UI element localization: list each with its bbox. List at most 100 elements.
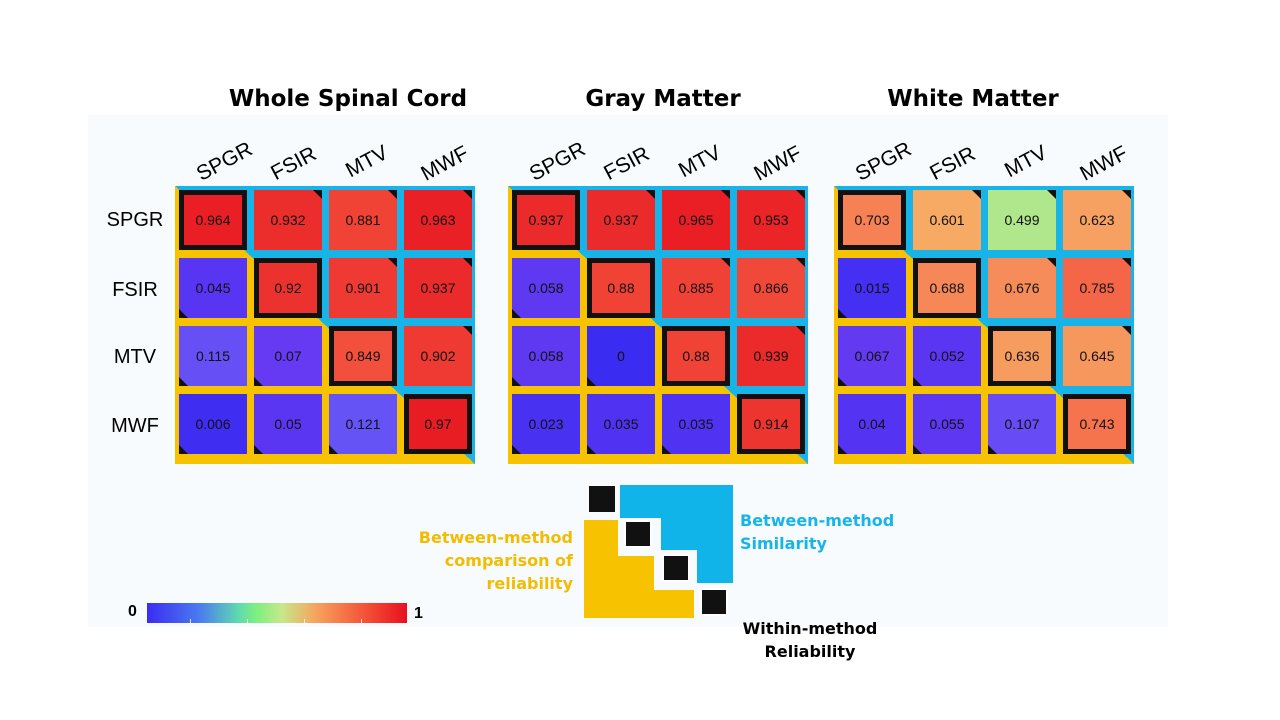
row-label: MWF [111, 415, 159, 437]
cell-corner-mark [512, 445, 521, 454]
cell-value: 0.743 [1079, 416, 1115, 432]
cell-corner-mark [179, 309, 188, 318]
cell-value: 0.932 [270, 212, 306, 228]
cell-value: 0.703 [854, 212, 890, 228]
cell-corner-mark [1122, 190, 1131, 199]
matrix-cell: 0.963 [404, 190, 472, 250]
cell-corner-mark [662, 445, 671, 454]
diagonal-cell: 0.849 [329, 326, 397, 386]
matrix-cell: 0.05 [254, 394, 322, 454]
cell-value: 0.058 [528, 348, 564, 364]
cell-value: 0.645 [1079, 348, 1115, 364]
matrix-cell: 0.058 [512, 326, 580, 386]
diagonal-cell: 0.703 [838, 190, 906, 250]
matrix-cell: 0.067 [838, 326, 906, 386]
colorbar-max-label: 1 [414, 605, 423, 622]
cell-corner-mark [796, 190, 805, 199]
cell-corner-mark [1047, 258, 1056, 267]
legend-between-similarity: Between-method Similarity [740, 511, 895, 553]
matrix-cell: 0.055 [913, 394, 981, 454]
cell-value: 0.676 [1004, 280, 1040, 296]
cell-corner-mark [254, 377, 263, 386]
diagonal-cell: 0.88 [662, 326, 730, 386]
cell-value: 0.937 [603, 212, 639, 228]
cell-value: 0.601 [929, 212, 965, 228]
matrix-cell: 0.015 [838, 258, 906, 318]
matrix-cell: 0.932 [254, 190, 322, 250]
cell-value: 0.015 [854, 280, 890, 296]
colorbar-min-label: 0 [128, 603, 137, 620]
cell-corner-mark [838, 377, 847, 386]
cell-corner-mark [913, 445, 922, 454]
colorbar-tick [247, 619, 248, 623]
matrix-cell: 0.676 [988, 258, 1056, 318]
matrix-cell: 0.881 [329, 190, 397, 250]
matrix-cell: 0.499 [988, 190, 1056, 250]
cell-value: 0.885 [678, 280, 714, 296]
colorbar-tick [361, 619, 362, 623]
cell-corner-mark [512, 377, 521, 386]
cell-corner-mark [1122, 258, 1131, 267]
cell-value: 0.688 [929, 280, 965, 296]
cell-value: 0.121 [345, 416, 381, 432]
matrix-cell: 0.939 [737, 326, 805, 386]
matrix-cell: 0.885 [662, 258, 730, 318]
cell-value: 0.055 [929, 416, 965, 432]
cell-value: 0 [617, 348, 625, 364]
cell-value: 0.964 [195, 212, 231, 228]
diagonal-cell: 0.743 [1063, 394, 1131, 454]
cell-value: 0.963 [420, 212, 456, 228]
cell-value: 0.006 [195, 416, 231, 432]
cell-corner-mark [721, 258, 730, 267]
cell-value: 0.881 [345, 212, 381, 228]
row-label: SPGR [106, 209, 164, 231]
legend-between-comparison: Between-method comparison of reliability [418, 528, 573, 593]
matrix-cell: 0.953 [737, 190, 805, 250]
cell-corner-mark [463, 190, 472, 199]
matrix-cell: 0.937 [404, 258, 472, 318]
matrix-cell: 0.623 [1063, 190, 1131, 250]
cell-corner-mark [179, 377, 188, 386]
diagonal-cell: 0.914 [737, 394, 805, 454]
matrix-cell: 0.866 [737, 258, 805, 318]
cell-value: 0.939 [753, 348, 789, 364]
legend-within-reliability: Within-method Reliability [742, 619, 878, 661]
cell-corner-mark [988, 445, 997, 454]
cell-value: 0.902 [420, 348, 456, 364]
cell-value: 0.04 [858, 416, 886, 432]
cell-value: 0.849 [345, 348, 381, 364]
matrix-cell: 0.115 [179, 326, 247, 386]
matrix-cell: 0.07 [254, 326, 322, 386]
matrix-cell: 0.902 [404, 326, 472, 386]
matrix-cell: 0.006 [179, 394, 247, 454]
cell-corner-mark [1122, 326, 1131, 335]
matrix-cell: 0.645 [1063, 326, 1131, 386]
cell-corner-mark [463, 326, 472, 335]
cell-value: 0.937 [420, 280, 456, 296]
cell-value: 0.953 [753, 212, 789, 228]
matrix-cell: 0.121 [329, 394, 397, 454]
chart-title: Whole Spinal Cord [228, 86, 468, 112]
cell-value: 0.07 [274, 348, 302, 364]
cell-value: 0.965 [678, 212, 714, 228]
matrix-cell: 0.04 [838, 394, 906, 454]
cell-value: 0.88 [607, 280, 635, 296]
cell-corner-mark [838, 445, 847, 454]
cell-value: 0.937 [528, 212, 564, 228]
row-label: MTV [113, 346, 157, 368]
cell-corner-mark [796, 258, 805, 267]
colorbar-tick [304, 619, 305, 623]
diagonal-cell: 0.88 [587, 258, 655, 318]
cell-value: 0.88 [682, 348, 710, 364]
cell-corner-mark [329, 445, 338, 454]
cell-value: 0.866 [753, 280, 789, 296]
cell-value: 0.035 [678, 416, 714, 432]
matrix-cell: 0.601 [913, 190, 981, 250]
cell-value: 0.499 [1004, 212, 1040, 228]
colorbar [147, 603, 407, 623]
matrix-cell: 0.965 [662, 190, 730, 250]
matrix-cell: 0.045 [179, 258, 247, 318]
cell-value: 0.901 [345, 280, 381, 296]
diagonal-cell: 0.97 [404, 394, 472, 454]
matrix-cell: 0.035 [587, 394, 655, 454]
